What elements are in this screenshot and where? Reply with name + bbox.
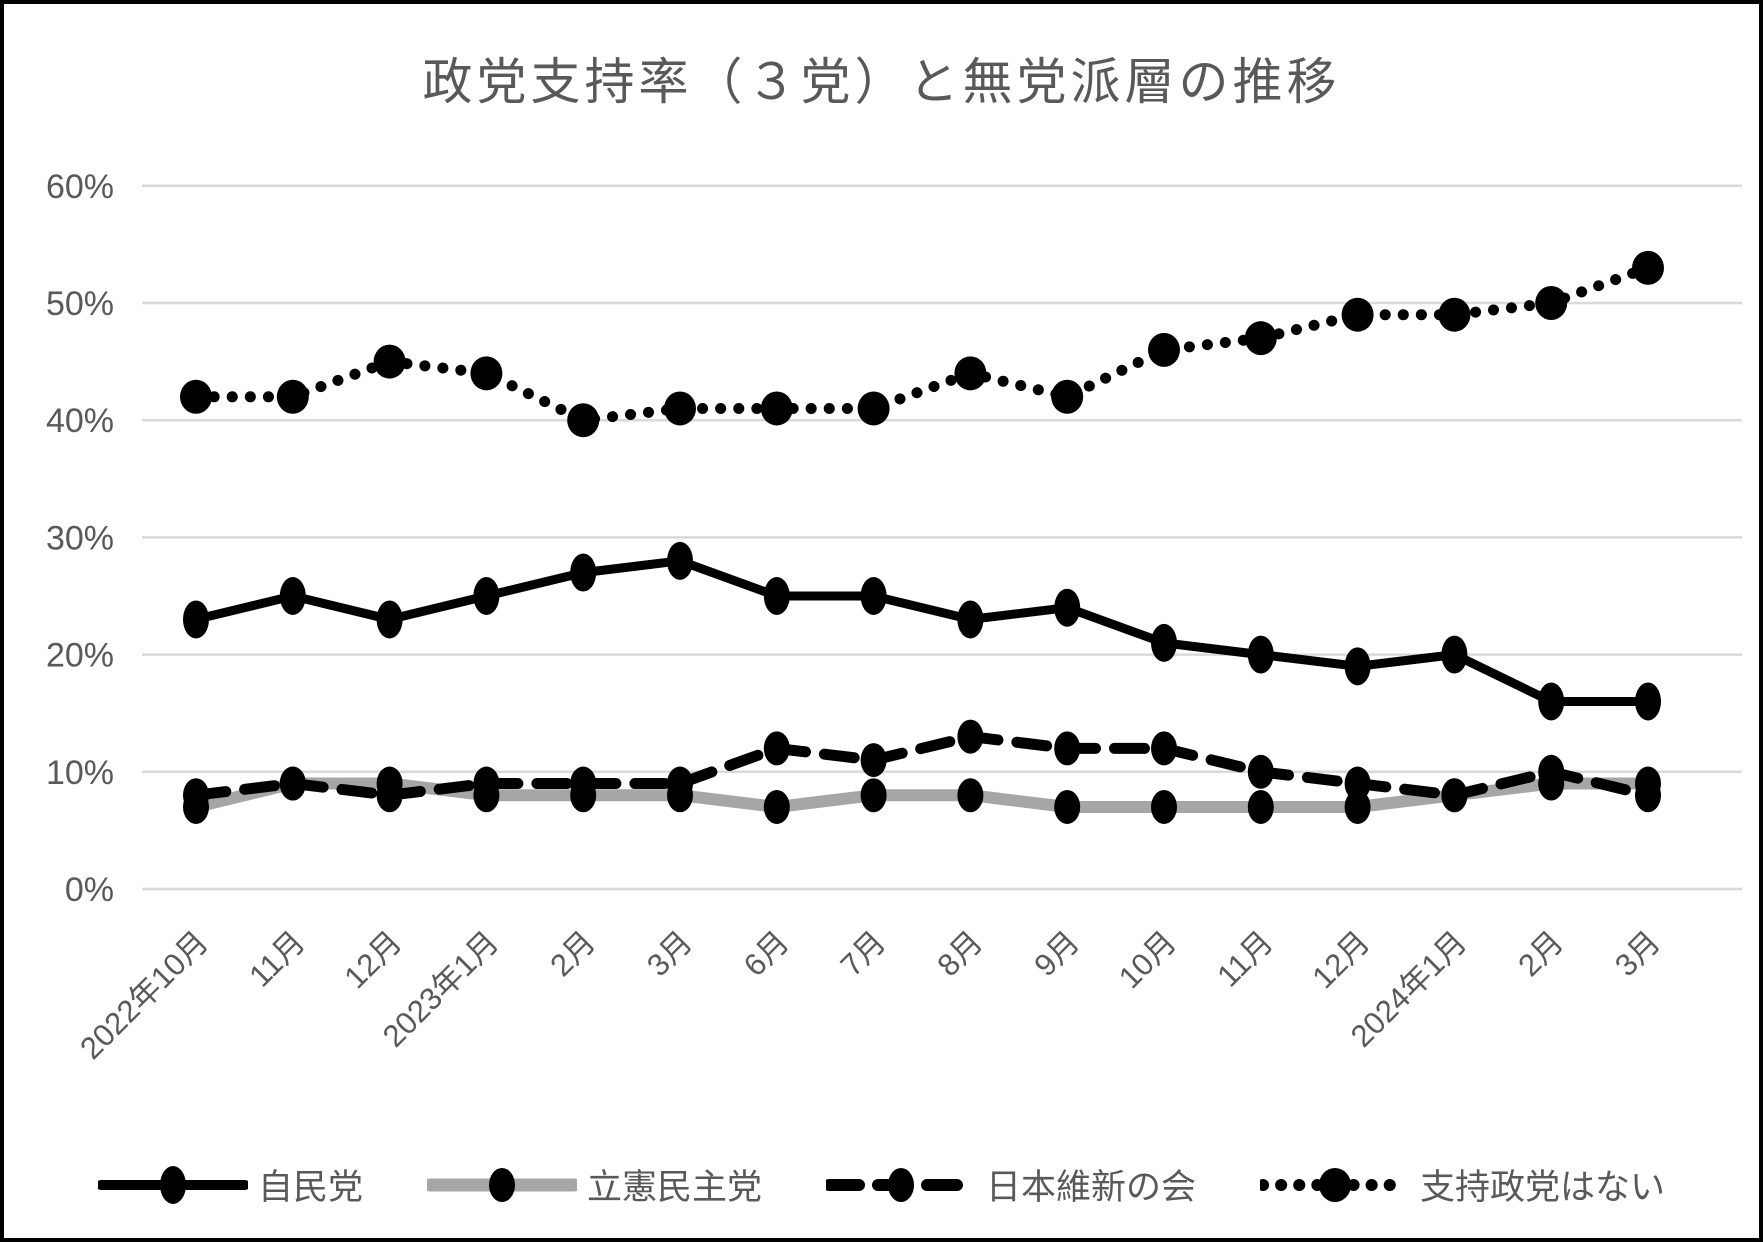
data-point [1441,778,1468,813]
legend-swatch [826,1167,976,1202]
data-point [1635,682,1661,721]
data-point [860,778,887,813]
legend-label: 日本維新の会 [986,1168,1197,1207]
x-axis-label: 2月 [543,924,602,983]
data-point [1441,635,1468,674]
data-point [1148,332,1180,367]
y-axis-label: 0% [65,871,114,909]
x-axis-label: 11月 [242,924,311,993]
legend-item-自民党: 自民党 [97,1159,363,1210]
legend-item-日本維新の会: 日本維新の会 [826,1159,1196,1210]
legend-label: 自民党 [257,1168,363,1207]
data-point [957,719,984,754]
data-point [1344,789,1371,824]
data-point [1538,682,1565,721]
data-point [570,766,597,801]
x-axis-label: 2月 [1511,924,1570,983]
x-axis-label: 9月 [1027,924,1086,983]
data-point [1151,789,1177,824]
legend-label: 立憲民主党 [586,1168,762,1207]
series-line-自民党 [191,556,1653,706]
chart-title: 政党支持率（３党）と無党派層の推移 [422,54,1341,110]
data-point [667,766,693,801]
data-point [373,344,406,379]
y-axis-label: 30% [46,519,114,557]
data-point [667,541,693,580]
y-axis-label: 10% [46,754,114,792]
data-point [1538,754,1565,789]
y-axis-label: 20% [46,637,114,675]
legend-swatch [97,1165,248,1204]
data-point [763,731,790,766]
data-point [180,379,212,414]
data-point [1247,754,1274,789]
data-point [473,577,500,615]
legend-item-支持政党はない: 支持政党はない [1260,1159,1665,1210]
data-point [183,778,209,813]
x-axis-label: 3月 [640,924,699,983]
series-line-日本維新の会 [190,731,1654,801]
data-point [957,778,984,813]
y-axis-label: 50% [46,285,114,323]
data-point [1244,321,1277,356]
data-point [860,743,887,778]
data-point [860,577,887,615]
data-point [376,778,403,813]
data-point [1635,778,1661,813]
data-point [279,577,306,615]
data-point [957,600,984,639]
data-point [1054,588,1081,627]
x-axis-label: 7月 [834,924,893,983]
x-axis-label: 2022年10月 [73,924,215,1066]
data-point [664,391,696,426]
y-axis-label: 40% [46,402,114,440]
data-point [1438,297,1471,332]
data-point [1151,623,1177,662]
data-point [276,379,309,414]
data-point [1341,297,1374,332]
data-point [1051,379,1084,414]
x-axis-label: 6月 [737,924,796,983]
data-point [1344,766,1371,801]
y-axis-label: 60% [46,168,114,206]
data-point [1054,789,1081,824]
legend-label: 支持政党はない [1420,1168,1666,1207]
data-point [760,391,793,426]
data-point [954,356,987,391]
series-line-支持政党はない [190,262,1654,426]
data-point [473,766,500,801]
data-point [857,391,890,426]
data-point [763,789,790,824]
data-point [470,356,503,391]
data-point [376,600,403,639]
line-chart-plot-area: 0%10%20%30%40%50%60%2022年10月 11月 12月2023年1… [46,168,1742,1066]
data-point [183,600,209,639]
legend-item-立憲民主党: 立憲民主党 [426,1159,762,1210]
legend-swatch [1260,1167,1411,1202]
data-point [1632,250,1664,285]
x-axis-label: 3月 [1608,924,1667,983]
data-point [1054,731,1081,766]
data-point [1344,647,1371,686]
data-point [570,553,597,592]
data-point [763,577,790,615]
data-point [567,403,600,438]
legend-swatch [426,1167,577,1202]
data-point [1247,789,1274,824]
data-point [1151,731,1177,766]
data-point [1535,286,1568,320]
x-axis-label: 10月 [1112,924,1183,995]
data-point [1247,635,1274,674]
legend: 自民党 立憲民主党 日本維新の会 支持政党はない [4,1159,1759,1210]
data-point [279,766,306,801]
x-axis-label: 11月 [1210,924,1279,993]
x-axis-label: 8月 [930,924,989,983]
x-axis-label: 12月 [1305,924,1376,995]
x-axis-label: 12月 [337,924,408,995]
